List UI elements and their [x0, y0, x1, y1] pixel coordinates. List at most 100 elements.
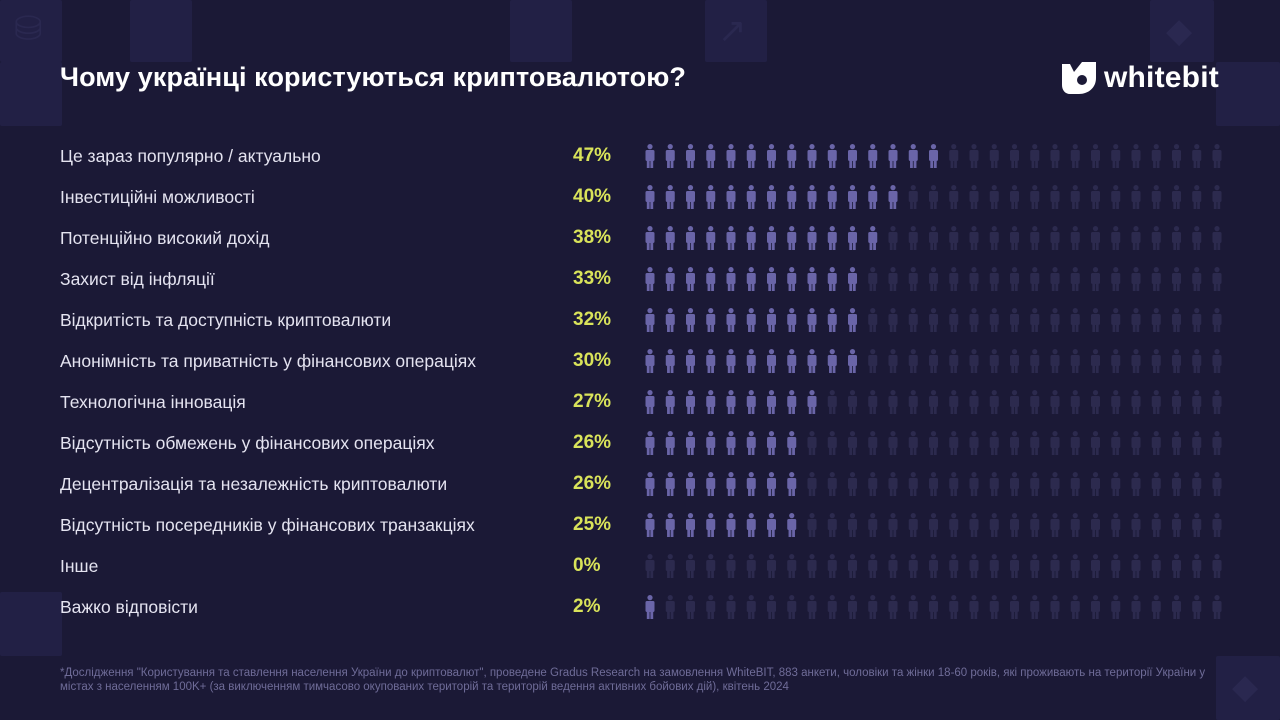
person-icon-empty [1091, 267, 1100, 291]
person-icon-empty [848, 513, 857, 537]
person-icon-filled [888, 185, 898, 209]
person-icon-empty [1151, 472, 1161, 496]
person-icon-empty [1151, 390, 1161, 414]
person-icon-empty [1192, 390, 1202, 414]
person-icon-empty [1111, 308, 1121, 332]
person-icon-row [645, 595, 1222, 619]
person-icon-filled [787, 185, 797, 209]
person-icon-filled [645, 226, 655, 250]
person-icon-empty [726, 595, 736, 619]
person-icon-row [645, 308, 1222, 332]
person-icon-empty [1070, 595, 1080, 619]
person-icon-row [645, 431, 1222, 455]
person-icon-filled [726, 390, 736, 414]
person-icon-empty [1030, 390, 1040, 414]
person-icon-empty [1131, 595, 1141, 619]
whitebit-logo-icon [1062, 62, 1096, 94]
person-icon-filled [767, 513, 776, 537]
person-icon-empty [1050, 349, 1060, 373]
person-icon-empty [686, 595, 695, 619]
person-icon-filled [726, 513, 736, 537]
person-icon-empty [969, 431, 979, 455]
person-icon-filled [665, 144, 675, 168]
person-icon-empty [645, 554, 655, 578]
person-icon-filled [686, 349, 695, 373]
person-icon-empty [827, 595, 837, 619]
background-tile [0, 592, 62, 656]
person-icon-empty [1070, 144, 1080, 168]
person-icon-empty [787, 595, 797, 619]
person-icon-row [645, 144, 1222, 168]
person-icon-empty [1091, 431, 1100, 455]
person-icon-empty [969, 267, 979, 291]
person-icon-filled [706, 308, 716, 332]
person-icon-empty [1030, 349, 1040, 373]
person-icon-empty [1172, 185, 1181, 209]
chart-row: Це зараз популярно / актуально 47% [0, 138, 1280, 174]
person-icon-empty [1030, 595, 1040, 619]
person-icon-empty [807, 554, 817, 578]
brand-name: whitebit [1104, 61, 1219, 94]
person-icon-filled [665, 349, 675, 373]
person-icon-filled [746, 185, 756, 209]
person-icon-empty [807, 431, 817, 455]
person-icon-empty [888, 308, 898, 332]
category-label: Відсутність обмежень у фінансових операц… [60, 433, 435, 453]
person-icon-filled [868, 144, 878, 168]
person-icon-empty [1192, 226, 1202, 250]
trend-arrow-icon: ↗ [718, 12, 747, 50]
background-tile [1216, 62, 1280, 126]
person-icon-filled [767, 144, 776, 168]
person-icon-empty [888, 226, 898, 250]
person-icon-empty [929, 554, 938, 578]
person-icon-empty [1131, 349, 1141, 373]
person-icon-filled [665, 185, 675, 209]
person-icon-row [645, 472, 1222, 496]
person-icon-empty [1212, 185, 1222, 209]
person-icon-empty [969, 513, 979, 537]
person-icon-empty [1192, 308, 1202, 332]
category-label: Потенційно високий дохід [60, 228, 270, 248]
person-icon-empty [1212, 226, 1222, 250]
person-icon-empty [1111, 185, 1121, 209]
person-icon-empty [1111, 554, 1121, 578]
person-icon-empty [868, 513, 878, 537]
person-icon-filled [665, 472, 675, 496]
background-tile [0, 0, 62, 62]
chart-row: Відкритість та доступність криптовалюти 3… [0, 302, 1280, 338]
person-icon-filled [645, 390, 655, 414]
page-title: Чому українці користуються криптовалютою… [60, 62, 687, 92]
person-icon-empty [1151, 267, 1161, 291]
person-icon-filled [868, 226, 878, 250]
person-icon-empty [888, 513, 898, 537]
person-icon-filled [827, 308, 837, 332]
person-icon-filled [908, 144, 918, 168]
person-icon-empty [989, 390, 999, 414]
person-icon-filled [787, 226, 797, 250]
person-icon-empty [848, 595, 857, 619]
person-icon-filled [686, 226, 695, 250]
person-icon-empty [868, 267, 878, 291]
chart-row: Технологічна інновація 27% [0, 384, 1280, 420]
person-icon-filled [746, 144, 756, 168]
percent-label: 26% [573, 432, 612, 453]
person-icon-empty [1010, 472, 1019, 496]
person-icon-empty [807, 513, 817, 537]
person-icon-empty [827, 554, 837, 578]
person-icon-filled [827, 267, 837, 291]
person-icon-empty [929, 472, 938, 496]
percent-label: 26% [573, 473, 612, 494]
category-label: Інвестиційні можливості [60, 187, 255, 207]
chart-row: Анонімність та приватність у фінансових … [0, 343, 1280, 379]
person-icon-filled [787, 349, 797, 373]
person-icon-empty [1192, 472, 1202, 496]
person-icon-empty [1212, 472, 1222, 496]
person-icon-empty [726, 554, 736, 578]
person-icon-filled [848, 144, 857, 168]
person-icon-filled [645, 308, 655, 332]
person-icon-filled [645, 595, 655, 619]
category-label: Відкритість та доступність криптовалюти [60, 310, 392, 330]
person-icon-empty [1091, 513, 1100, 537]
person-icon-empty [848, 472, 857, 496]
percent-label: 2% [573, 596, 601, 617]
